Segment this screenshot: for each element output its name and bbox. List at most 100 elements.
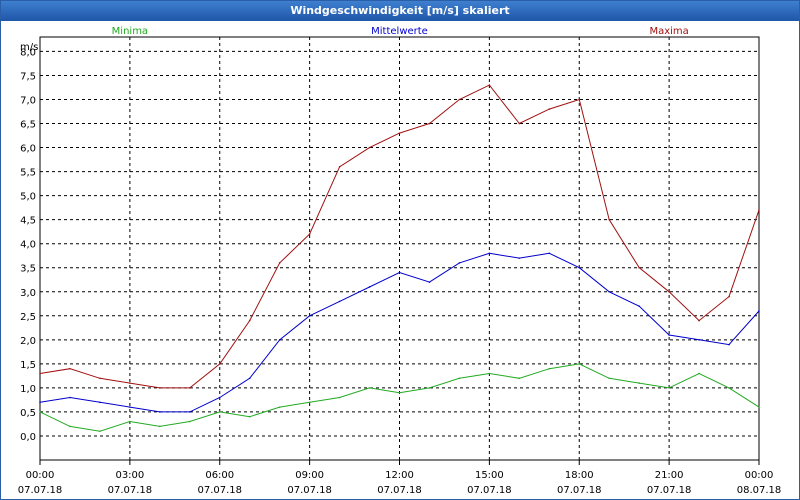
data-point bbox=[308, 401, 311, 404]
y-tick-label: 2,5 bbox=[20, 312, 36, 323]
x-tick-label-date: 07.07.18 bbox=[197, 485, 242, 496]
data-point bbox=[218, 411, 221, 413]
x-tick-label-time: 21:00 bbox=[655, 470, 684, 481]
data-point bbox=[278, 262, 281, 264]
data-point bbox=[39, 411, 41, 413]
data-point bbox=[338, 396, 341, 399]
data-point bbox=[368, 387, 371, 389]
data-point bbox=[668, 290, 670, 293]
data-point bbox=[518, 377, 521, 380]
data-point bbox=[698, 372, 700, 375]
y-tick-label: 5,5 bbox=[20, 168, 36, 179]
data-point bbox=[248, 319, 251, 322]
data-point bbox=[638, 382, 640, 384]
data-point bbox=[698, 319, 700, 322]
data-point bbox=[608, 218, 611, 221]
data-point bbox=[188, 387, 191, 389]
x-tick-label-date: 07.07.18 bbox=[557, 485, 602, 496]
data-point bbox=[129, 406, 131, 408]
data-point bbox=[638, 305, 640, 307]
y-tick-label: 7,0 bbox=[20, 95, 36, 106]
x-tick-label-time: 12:00 bbox=[385, 470, 414, 481]
data-point bbox=[488, 252, 491, 255]
data-point bbox=[758, 406, 760, 408]
x-tick-label-date: 07.07.18 bbox=[287, 485, 332, 496]
y-tick-label: 3,0 bbox=[20, 288, 36, 299]
data-point bbox=[578, 363, 581, 365]
data-point bbox=[668, 387, 670, 389]
window-title: Windgeschwindigkeit [m/s] skaliert bbox=[1, 1, 799, 21]
data-point bbox=[758, 310, 760, 312]
data-point bbox=[428, 387, 431, 389]
data-point bbox=[638, 266, 640, 269]
data-point bbox=[159, 387, 161, 389]
data-point bbox=[69, 367, 71, 370]
data-point bbox=[548, 252, 551, 255]
data-point bbox=[758, 209, 760, 211]
legend-mittelwerte: Mittelwerte bbox=[371, 26, 428, 37]
x-tick-label-time: 06:00 bbox=[205, 470, 234, 481]
y-tick-label: 7,5 bbox=[20, 71, 36, 82]
data-point bbox=[578, 98, 581, 101]
legend-minima: Minima bbox=[112, 26, 148, 37]
y-tick-label: 6,5 bbox=[20, 120, 36, 131]
data-point bbox=[129, 420, 131, 423]
data-point bbox=[548, 367, 551, 370]
data-point bbox=[698, 339, 700, 341]
y-tick-label: 5,0 bbox=[20, 192, 36, 203]
data-point bbox=[159, 425, 161, 428]
data-point bbox=[488, 372, 491, 375]
x-tick-label-date: 07.07.18 bbox=[647, 485, 692, 496]
data-point bbox=[608, 377, 611, 380]
data-point bbox=[458, 262, 461, 264]
y-tick-label: 4,0 bbox=[20, 240, 36, 251]
data-point bbox=[69, 425, 71, 428]
data-point bbox=[308, 233, 311, 235]
data-point bbox=[428, 281, 431, 283]
y-tick-label: 4,5 bbox=[20, 216, 36, 227]
data-point bbox=[99, 377, 101, 380]
data-point bbox=[39, 372, 41, 375]
data-point bbox=[218, 363, 221, 365]
data-point bbox=[188, 411, 191, 413]
y-tick-label: 1,5 bbox=[20, 360, 36, 371]
data-point bbox=[728, 343, 730, 346]
data-point bbox=[218, 396, 221, 399]
data-point bbox=[518, 257, 521, 259]
data-point bbox=[458, 377, 461, 380]
data-point bbox=[548, 108, 551, 110]
data-point bbox=[248, 415, 251, 418]
y-tick-label: 0,0 bbox=[20, 432, 36, 443]
data-point bbox=[368, 286, 371, 288]
data-point bbox=[458, 98, 461, 101]
data-point bbox=[248, 377, 251, 380]
x-tick-label-date: 07.07.18 bbox=[108, 485, 153, 496]
data-point bbox=[159, 411, 161, 413]
data-point bbox=[338, 165, 341, 168]
data-point bbox=[129, 382, 131, 384]
y-tick-label: 1,0 bbox=[20, 384, 36, 395]
data-point bbox=[39, 401, 41, 404]
data-point bbox=[428, 122, 431, 125]
data-point bbox=[668, 334, 670, 336]
data-point bbox=[188, 420, 191, 423]
data-point bbox=[728, 295, 730, 298]
data-point bbox=[308, 314, 311, 317]
data-point bbox=[488, 84, 491, 86]
data-point bbox=[398, 132, 401, 134]
x-tick-label-date: 07.07.18 bbox=[467, 485, 512, 496]
x-tick-label-date: 07.07.18 bbox=[18, 485, 63, 496]
x-tick-label-time: 09:00 bbox=[295, 470, 324, 481]
data-point bbox=[338, 300, 341, 303]
x-tick-label-date: 07.07.18 bbox=[377, 485, 422, 496]
data-point bbox=[99, 401, 101, 404]
data-point bbox=[69, 396, 71, 399]
data-point bbox=[608, 290, 611, 293]
y-tick-label: 6,0 bbox=[20, 144, 36, 155]
data-point bbox=[278, 406, 281, 408]
x-tick-label-time: 03:00 bbox=[115, 470, 144, 481]
x-tick-label-time: 15:00 bbox=[475, 470, 504, 481]
x-tick-label-date: 08.07.18 bbox=[737, 485, 782, 496]
y-tick-label: 3,5 bbox=[20, 264, 36, 275]
